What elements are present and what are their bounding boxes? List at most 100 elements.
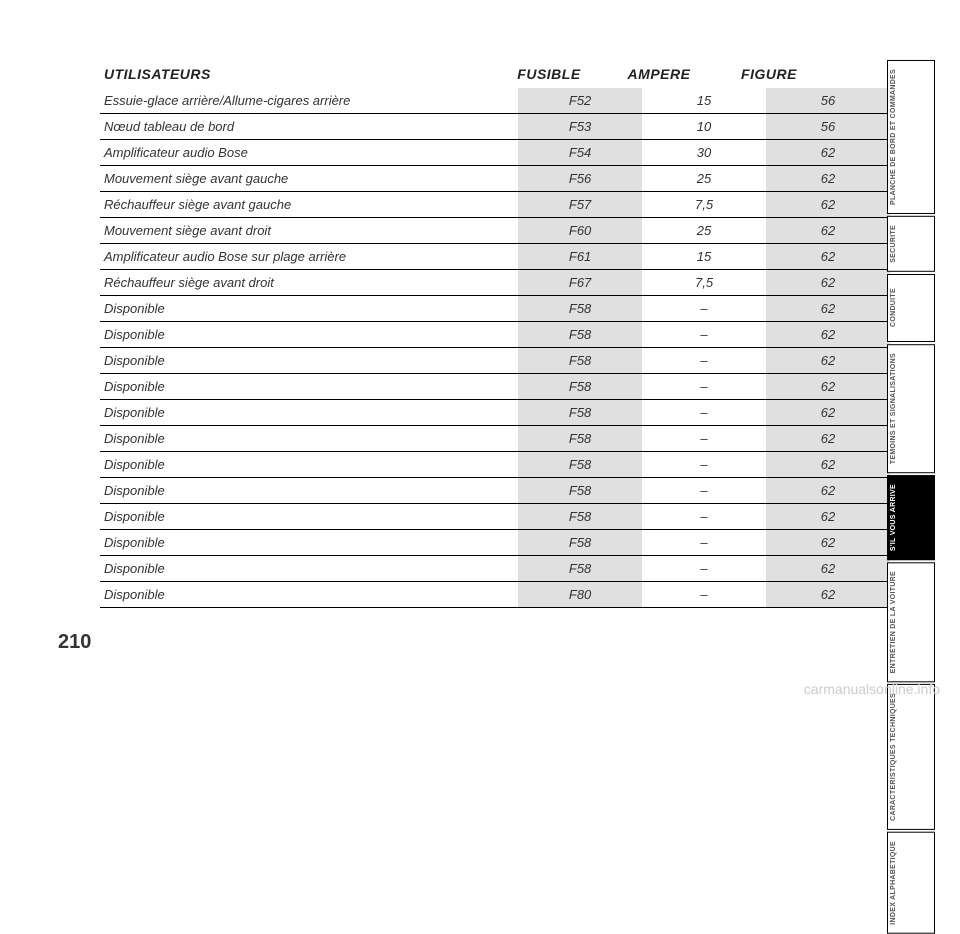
cell-figure: 62 (766, 426, 890, 452)
cell-ampere: 15 (642, 244, 766, 270)
cell-utilisateurs: Disponible (100, 504, 518, 530)
cell-figure: 56 (766, 114, 890, 140)
cell-figure: 62 (766, 348, 890, 374)
table-row: DisponibleF58–62 (100, 452, 890, 478)
cell-utilisateurs: Mouvement siège avant droit (100, 218, 518, 244)
cell-fusible: F58 (518, 374, 642, 400)
cell-fusible: F60 (518, 218, 642, 244)
cell-fusible: F61 (518, 244, 642, 270)
cell-utilisateurs: Disponible (100, 426, 518, 452)
table-row: DisponibleF58–62 (100, 296, 890, 322)
cell-ampere: – (642, 374, 766, 400)
cell-fusible: F58 (518, 530, 642, 556)
cell-fusible: F58 (518, 296, 642, 322)
cell-figure: 56 (766, 88, 890, 114)
cell-ampere: – (642, 582, 766, 608)
cell-ampere: 7,5 (642, 270, 766, 296)
table-row: Amplificateur audio BoseF543062 (100, 140, 890, 166)
side-tab[interactable]: INDEX ALPHABETIQUE (887, 832, 935, 934)
cell-fusible: F58 (518, 452, 642, 478)
cell-fusible: F52 (518, 88, 642, 114)
table-row: DisponibleF58–62 (100, 556, 890, 582)
cell-utilisateurs: Disponible (100, 348, 518, 374)
cell-ampere: – (642, 478, 766, 504)
cell-utilisateurs: Disponible (100, 478, 518, 504)
cell-utilisateurs: Mouvement siège avant gauche (100, 166, 518, 192)
cell-figure: 62 (766, 296, 890, 322)
side-tabs: PLANCHE DE BORD ET COMMANDESSECURITECOND… (887, 60, 935, 934)
cell-ampere: – (642, 504, 766, 530)
cell-fusible: F58 (518, 426, 642, 452)
cell-figure: 62 (766, 556, 890, 582)
cell-fusible: F53 (518, 114, 642, 140)
side-tab[interactable]: PLANCHE DE BORD ET COMMANDES (887, 60, 935, 214)
side-tab[interactable]: ENTRETIEN DE LA VOITURE (887, 562, 935, 682)
table-row: Mouvement siège avant droitF602562 (100, 218, 890, 244)
cell-ampere: – (642, 426, 766, 452)
cell-figure: 62 (766, 478, 890, 504)
table-row: DisponibleF80–62 (100, 582, 890, 608)
cell-ampere: – (642, 348, 766, 374)
cell-ampere: – (642, 296, 766, 322)
cell-utilisateurs: Nœud tableau de bord (100, 114, 518, 140)
table-row: Réchauffeur siège avant droitF677,562 (100, 270, 890, 296)
cell-ampere: 15 (642, 88, 766, 114)
cell-figure: 62 (766, 218, 890, 244)
cell-fusible: F57 (518, 192, 642, 218)
cell-ampere: – (642, 530, 766, 556)
side-tab[interactable]: SECURITE (887, 216, 935, 272)
header-figure: FIGURE (714, 66, 824, 82)
table-row: DisponibleF58–62 (100, 478, 890, 504)
table-row: Amplificateur audio Bose sur plage arriè… (100, 244, 890, 270)
fuse-table-page: UTILISATEURS FUSIBLE AMPERE FIGURE Essui… (100, 60, 890, 650)
table-row: Réchauffeur siège avant gaucheF577,562 (100, 192, 890, 218)
cell-utilisateurs: Essuie-glace arrière/Allume-cigares arri… (100, 88, 518, 114)
cell-figure: 62 (766, 140, 890, 166)
cell-ampere: – (642, 322, 766, 348)
cell-figure: 62 (766, 192, 890, 218)
side-tab[interactable]: CARACTERISTIQUES TECHNIQUES (887, 684, 935, 830)
cell-utilisateurs: Disponible (100, 322, 518, 348)
cell-figure: 62 (766, 166, 890, 192)
cell-utilisateurs: Amplificateur audio Bose (100, 140, 518, 166)
cell-figure: 62 (766, 374, 890, 400)
cell-utilisateurs: Réchauffeur siège avant gauche (100, 192, 518, 218)
cell-ampere: 7,5 (642, 192, 766, 218)
cell-figure: 62 (766, 504, 890, 530)
table-row: Mouvement siège avant gaucheF562562 (100, 166, 890, 192)
cell-utilisateurs: Disponible (100, 296, 518, 322)
cell-fusible: F58 (518, 556, 642, 582)
table-row: Essuie-glace arrière/Allume-cigares arri… (100, 88, 890, 114)
header-ampere: AMPERE (604, 66, 714, 82)
table-row: Nœud tableau de bordF531056 (100, 114, 890, 140)
cell-fusible: F58 (518, 478, 642, 504)
table-row: DisponibleF58–62 (100, 530, 890, 556)
watermark: carmanualsonline.info (804, 681, 940, 697)
cell-utilisateurs: Réchauffeur siège avant droit (100, 270, 518, 296)
side-tab[interactable]: S'IL VOUS ARRIVE (887, 475, 935, 560)
cell-utilisateurs: Disponible (100, 452, 518, 478)
table-row: DisponibleF58–62 (100, 374, 890, 400)
cell-figure: 62 (766, 530, 890, 556)
cell-figure: 62 (766, 452, 890, 478)
table-row: DisponibleF58–62 (100, 400, 890, 426)
cell-fusible: F58 (518, 504, 642, 530)
side-tab[interactable]: CONDUITE (887, 274, 935, 342)
cell-figure: 62 (766, 244, 890, 270)
cell-figure: 62 (766, 400, 890, 426)
cell-ampere: 30 (642, 140, 766, 166)
side-tab[interactable]: TEMOINS ET SIGNALISATIONS (887, 344, 935, 473)
cell-figure: 62 (766, 270, 890, 296)
cell-fusible: F58 (518, 400, 642, 426)
cell-ampere: – (642, 556, 766, 582)
cell-figure: 62 (766, 582, 890, 608)
cell-fusible: F58 (518, 348, 642, 374)
table-row: DisponibleF58–62 (100, 426, 890, 452)
cell-utilisateurs: Disponible (100, 582, 518, 608)
cell-ampere: – (642, 452, 766, 478)
fuse-table: Essuie-glace arrière/Allume-cigares arri… (100, 88, 890, 608)
table-row: DisponibleF58–62 (100, 322, 890, 348)
cell-fusible: F80 (518, 582, 642, 608)
cell-fusible: F58 (518, 322, 642, 348)
cell-fusible: F54 (518, 140, 642, 166)
